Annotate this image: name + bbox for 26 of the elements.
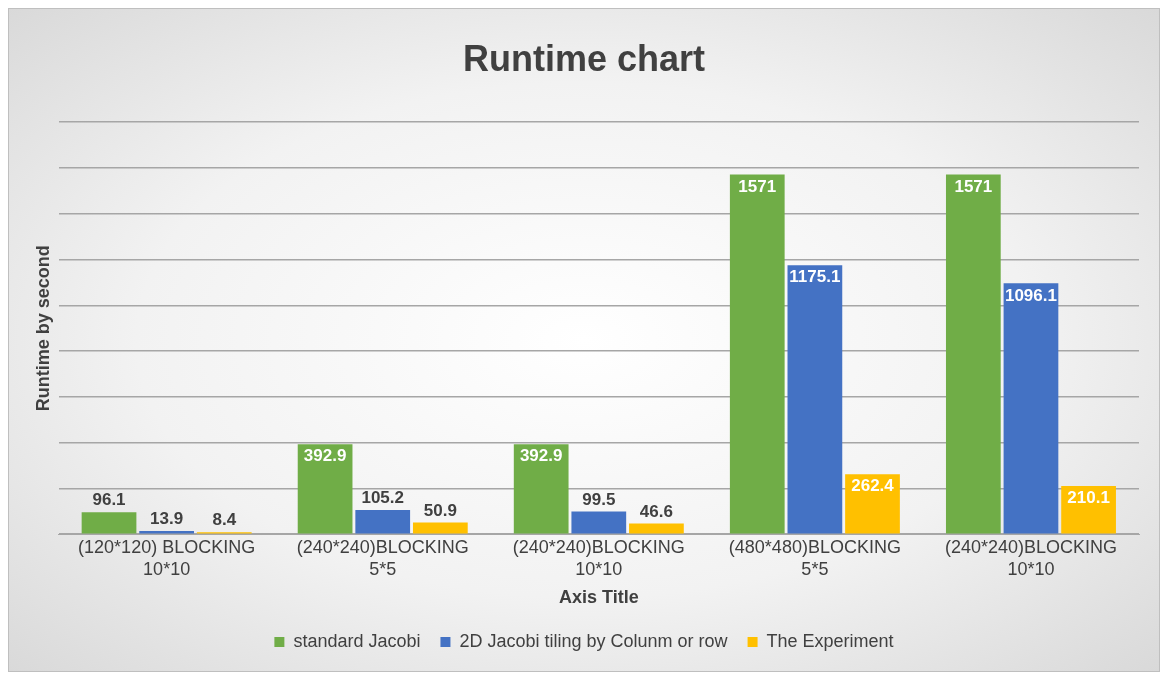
data-label: 1175.1 bbox=[789, 267, 841, 287]
x-tick-label: (120*120) BLOCKING 10*10 bbox=[78, 536, 256, 579]
data-label: 392.9 bbox=[519, 446, 563, 466]
y-axis-title: Runtime by second bbox=[32, 245, 53, 412]
data-label: 1571 bbox=[738, 176, 777, 196]
data-label: 13.9 bbox=[150, 509, 184, 529]
data-label: 99.5 bbox=[582, 489, 616, 509]
x-tick-label: (480*480)BLOCKING 5*5 bbox=[728, 536, 901, 579]
data-label: 105.2 bbox=[361, 488, 404, 508]
data-label: 96.1 bbox=[92, 490, 126, 510]
x-axis-title: Axis Title bbox=[558, 587, 639, 608]
data-label: 46.6 bbox=[639, 501, 673, 521]
data-label: 262.4 bbox=[851, 476, 895, 496]
data-label: 1096.1 bbox=[1004, 285, 1057, 305]
x-tick-label: (240*240)BLOCKING 10*10 bbox=[944, 536, 1118, 579]
data-label: 1571 bbox=[954, 176, 993, 196]
data-label: 50.9 bbox=[423, 500, 457, 520]
data-label: 8.4 bbox=[212, 510, 237, 530]
chart-title: Runtime chart bbox=[462, 37, 706, 79]
data-label: 210.1 bbox=[1067, 488, 1110, 508]
data-label: 392.9 bbox=[303, 446, 347, 466]
x-tick-label: (240*240)BLOCKING 10*10 bbox=[512, 536, 685, 579]
legend-label: 2D Jacobi tiling by Colunm or row bbox=[459, 630, 729, 651]
legend-label: The Experiment bbox=[766, 630, 894, 651]
legend-label: standard Jacobi bbox=[293, 630, 421, 651]
x-tick-label: (240*240)BLOCKING 5*5 bbox=[296, 536, 469, 579]
